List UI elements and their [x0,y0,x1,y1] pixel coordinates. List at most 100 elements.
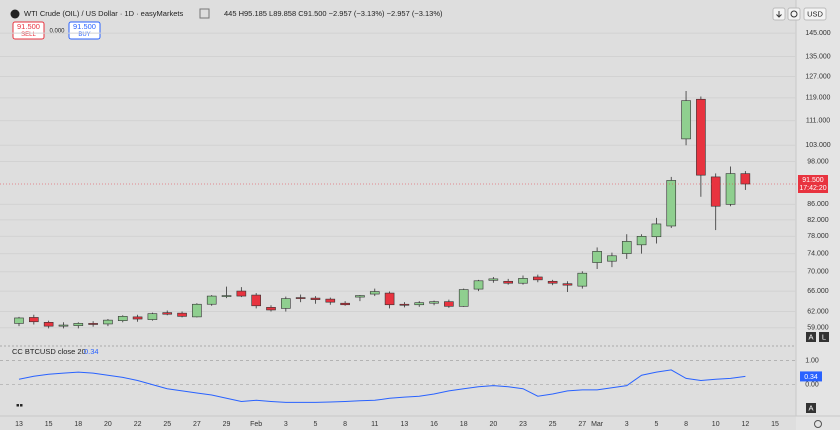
candle [355,295,365,302]
candle [384,291,395,309]
spread: 0.000 [49,29,65,35]
candle [103,319,113,327]
x-tick-label: 3 [284,421,288,428]
candle [429,300,439,306]
y-tick-label: 70.000 [807,269,829,276]
candle [221,286,232,299]
x-tick-label: 20 [104,421,112,428]
candle-body [429,301,439,304]
candle-body [384,292,395,306]
candle [43,320,54,329]
x-tick-label: 13 [15,421,23,428]
y-tick-label: 98.000 [807,158,829,165]
x-tick-label: 20 [489,421,497,428]
indicator-value: 0.34 [84,347,99,356]
countdown-label: 17:42:20 [799,185,826,192]
candle [192,303,202,318]
candle-body [177,312,187,317]
candle-body [740,173,751,185]
candle-body [458,289,469,307]
indicator-auto-button[interactable] [806,403,816,413]
candle-body [518,278,528,284]
y-tick-label: 74.000 [807,250,829,257]
candle-body [206,295,217,305]
x-tick-label: 8 [684,421,688,428]
candle [488,276,499,283]
candle [681,91,691,146]
x-tick-label: 23 [519,421,527,428]
candle [399,302,410,308]
auto-scale-button[interactable] [806,332,816,342]
candle [725,166,736,207]
currency-button[interactable] [803,7,827,21]
log-scale-button[interactable] [819,332,829,342]
y-tick-label: 111.000 [806,118,830,125]
x-tick-label: 3 [625,421,629,428]
candle-body [636,236,647,246]
y-tick-label: 62.000 [807,308,829,315]
logo: ▪▪ [16,401,24,412]
indicator-line [18,369,746,403]
buy-label: BUY [78,32,90,38]
y-tick-label: 59.000 [807,325,829,332]
candle [444,299,454,308]
indicator-auto-label: A [808,403,813,412]
refresh-button[interactable] [787,7,801,21]
candle [533,274,543,283]
candle-body [696,98,706,176]
candle [325,297,336,305]
last-value-label: 0.34 [804,374,818,381]
y-tick-label: 145.000 [805,30,830,37]
candle-body [533,276,543,281]
ohlc-readout: 445 H95.185 L89.858 C91.500 −2.957 (−3.1… [224,9,443,18]
candle-body [58,324,69,327]
y-tick-label: 103.000 [805,142,830,149]
candle [177,311,187,318]
x-tick-label: Feb [250,421,262,428]
auto-scale-label: A [808,332,813,341]
log-scale-label: L [822,332,826,341]
candle-body [444,301,454,307]
x-tick-label: 5 [314,421,318,428]
candle [607,252,617,268]
sell-button[interactable] [12,21,45,40]
refresh-icon [790,10,798,18]
settings-icon[interactable] [814,420,822,428]
y-tick-label: 127.000 [805,73,830,80]
candle [310,296,321,304]
y-tick-label: 119.000 [806,95,831,102]
download-icon [776,11,782,18]
x-tick-label: 15 [771,421,779,428]
candle [14,316,24,327]
x-tick-label: 15 [45,421,53,428]
toggle-icon[interactable] [199,8,210,19]
candle [710,173,721,231]
candle-body [503,280,513,284]
buy-button[interactable] [68,21,101,40]
buy-price: 91.500 [73,22,96,31]
symbol-icon [10,9,20,19]
candle-body [547,280,558,284]
x-tick-label: 8 [343,421,347,428]
candle-body [88,323,98,325]
candle-body [147,313,158,320]
candle [266,305,276,312]
candle-body [666,180,677,227]
candle-body [281,298,291,309]
candle [458,288,469,307]
candle [636,234,647,254]
x-tick-label: 13 [401,421,409,428]
candle-body [473,280,484,290]
candle [29,314,39,325]
candle-body [325,298,336,303]
candle-body [725,173,736,205]
x-tick-label: 12 [741,421,749,428]
y-tick-label: 0.00 [805,381,819,388]
x-tick-label: 29 [223,421,231,428]
sell-price: 91.500 [17,22,40,31]
candle-body [43,322,54,327]
candle-body [162,312,173,315]
x-tick-label: Mar [591,421,604,428]
